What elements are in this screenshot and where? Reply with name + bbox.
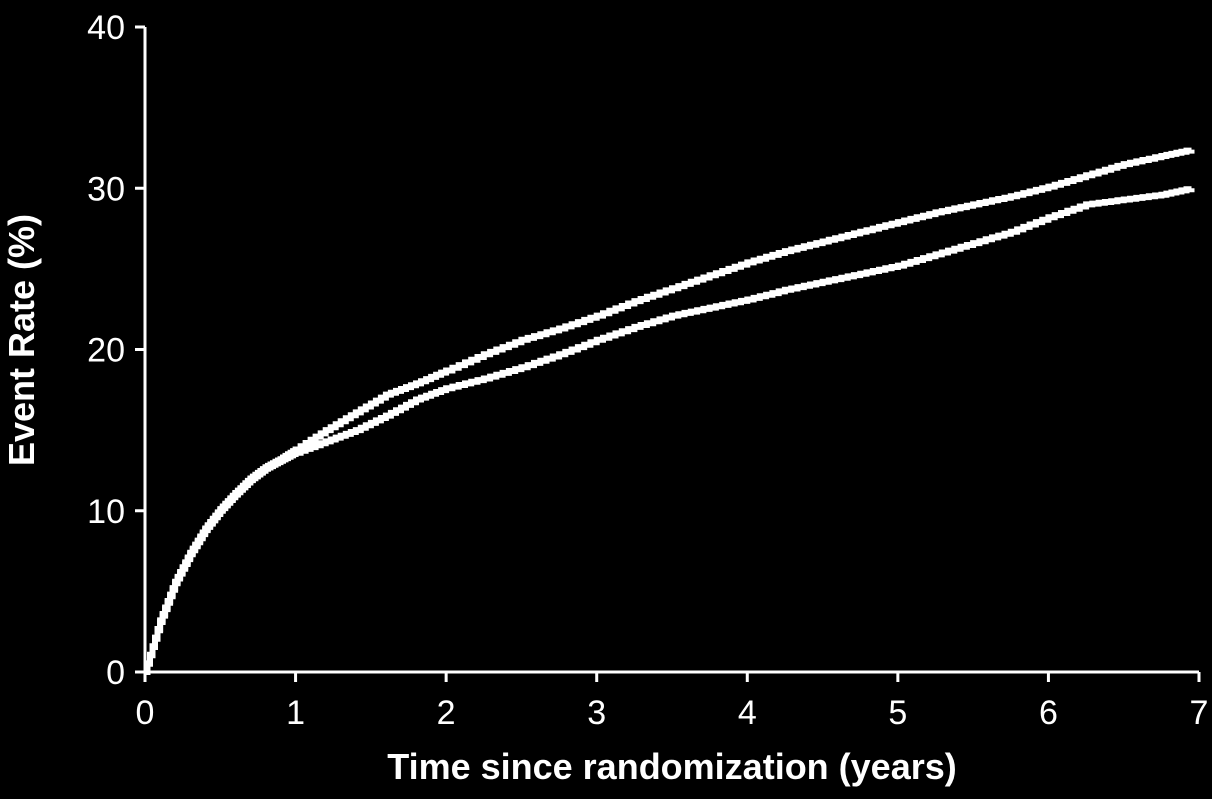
y-tick-label: 40: [87, 9, 125, 47]
x-tick-label: 3: [587, 694, 606, 732]
x-tick-label: 5: [888, 694, 907, 732]
x-axis-title: Time since randomization (years): [387, 746, 957, 787]
y-tick-label: 20: [87, 332, 125, 370]
x-tick-label: 2: [437, 694, 456, 732]
y-ticks: 0 10 20 30 40: [87, 9, 145, 692]
series-line-2: [144, 186, 1195, 675]
y-tick-label: 0: [106, 654, 125, 692]
series-layer: [144, 147, 1195, 675]
y-tick-label: 10: [87, 493, 125, 531]
y-tick-label: 30: [87, 170, 125, 208]
x-ticks: 0 1 2 3 4 5 6 7: [136, 672, 1209, 732]
x-tick-label: 1: [286, 694, 305, 732]
x-tick-label: 6: [1039, 694, 1058, 732]
y-axis-title: Event Rate (%): [1, 214, 42, 466]
x-tick-label: 4: [738, 694, 757, 732]
x-tick-label: 7: [1190, 694, 1209, 732]
x-tick-label: 0: [136, 694, 155, 732]
